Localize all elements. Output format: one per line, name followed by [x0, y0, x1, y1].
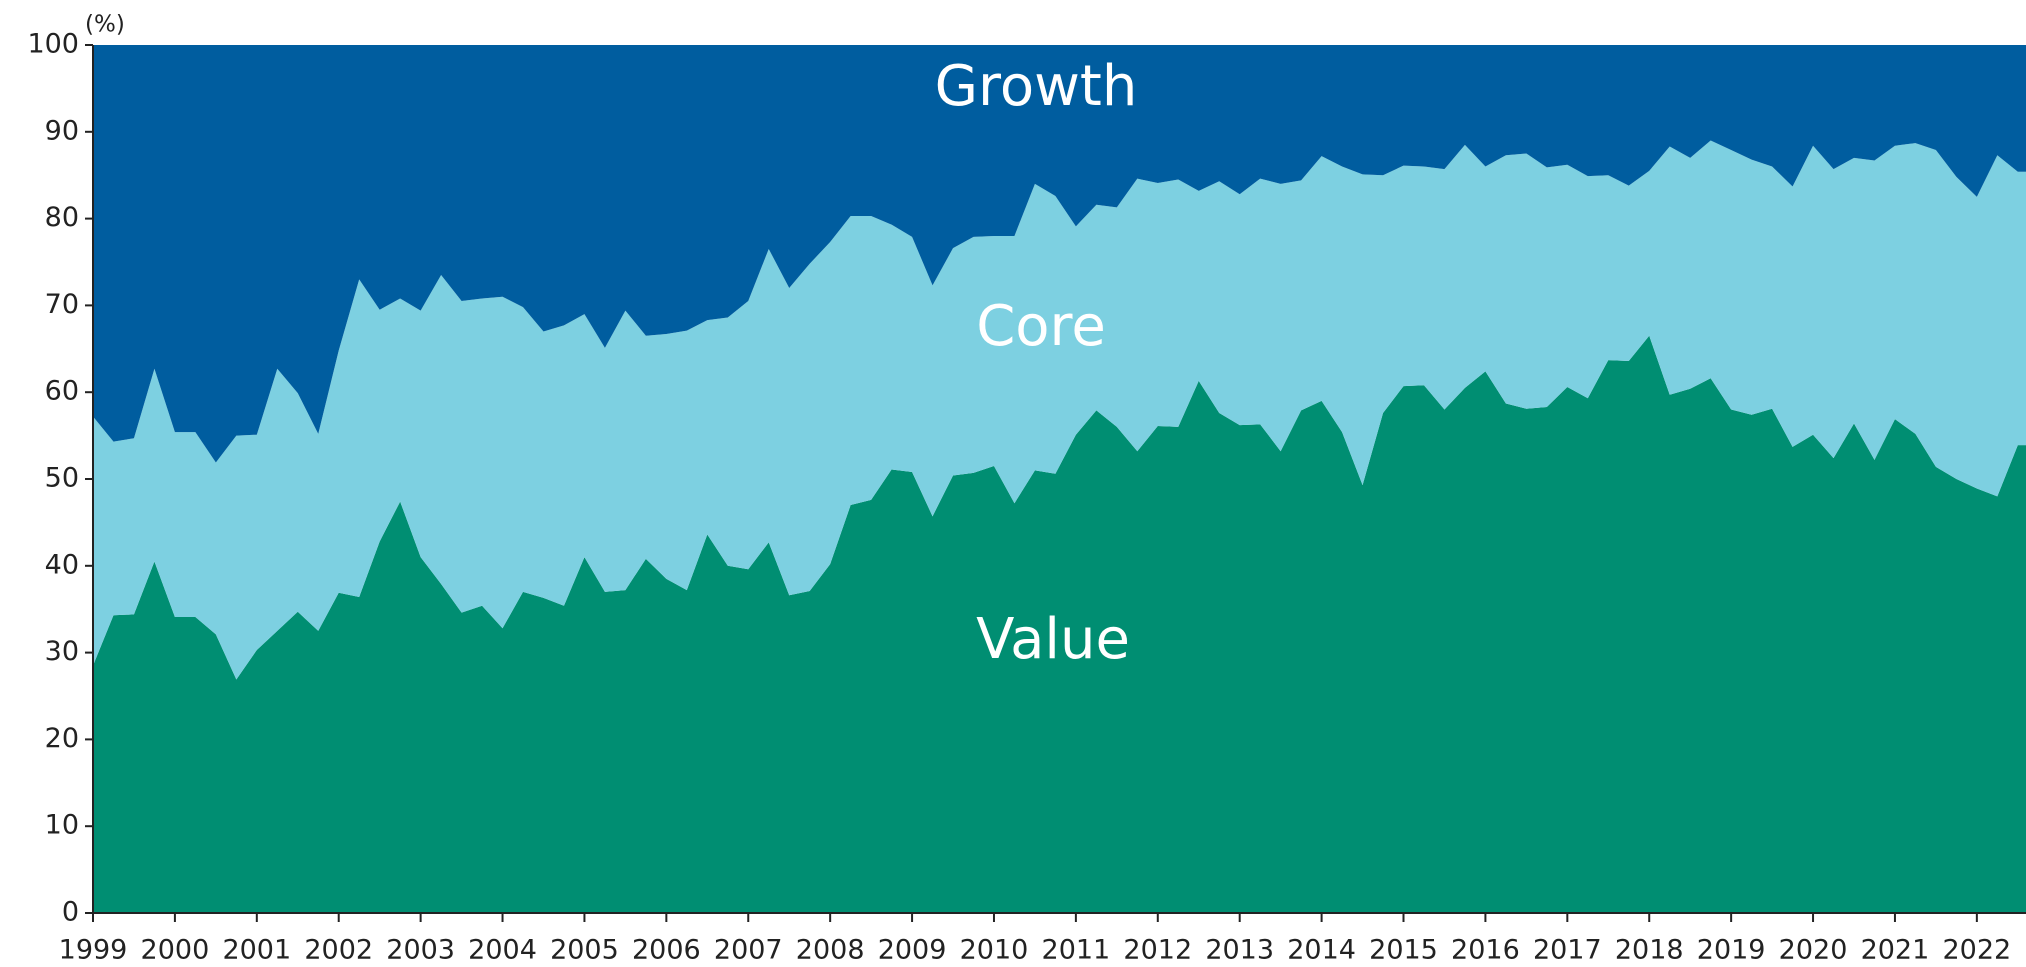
x-tick-label: 2019 [1697, 935, 1766, 966]
area [93, 45, 2026, 463]
y-tick-label: 100 [27, 29, 79, 60]
x-tick-label: 2006 [632, 935, 701, 966]
x-tick-label: 2015 [1369, 935, 1438, 966]
y-tick-label: 20 [45, 723, 79, 754]
area-label: Growth [935, 54, 1138, 119]
area [93, 335, 2026, 913]
y-tick-label: 0 [62, 897, 79, 928]
x-tick-label: 2000 [141, 935, 210, 966]
x-tick-label: 2001 [222, 935, 291, 966]
x-tick-label: 2022 [1942, 935, 2011, 966]
x-tick-label: 2007 [714, 935, 783, 966]
x-tick-label: 2009 [878, 935, 947, 966]
x-tick-label: 2014 [1287, 935, 1356, 966]
y-tick-label: 30 [45, 636, 79, 667]
y-tick-label: 10 [45, 810, 79, 841]
x-tick-label: 2005 [550, 935, 619, 966]
y-tick-label: 90 [45, 115, 79, 146]
y-axis-label: (%) [85, 12, 125, 38]
x-tick-label: 2020 [1779, 935, 1848, 966]
x-tick-label: 2003 [386, 935, 455, 966]
x-tick-label: 2004 [468, 935, 537, 966]
x-tick-label: 2012 [1123, 935, 1192, 966]
x-tick-label: 2011 [1042, 935, 1111, 966]
y-tick-label: 50 [45, 463, 79, 494]
x-tick-label: 2017 [1533, 935, 1602, 966]
x-tick-label: 2016 [1451, 935, 1520, 966]
area-label: Core [976, 294, 1106, 359]
x-tick-label: 2008 [796, 935, 865, 966]
area [93, 140, 2026, 680]
area-label: Value [976, 607, 1130, 672]
y-tick-label: 80 [45, 202, 79, 233]
y-tick-label: 40 [45, 549, 79, 580]
x-tick-label: 2010 [960, 935, 1029, 966]
x-tick-label: 1999 [59, 935, 128, 966]
y-tick-label: 60 [45, 376, 79, 407]
x-tick-label: 2002 [304, 935, 373, 966]
y-tick-label: 70 [45, 289, 79, 320]
x-tick-label: 2021 [1861, 935, 1930, 966]
x-tick-label: 2018 [1615, 935, 1684, 966]
x-tick-label: 2013 [1205, 935, 1274, 966]
